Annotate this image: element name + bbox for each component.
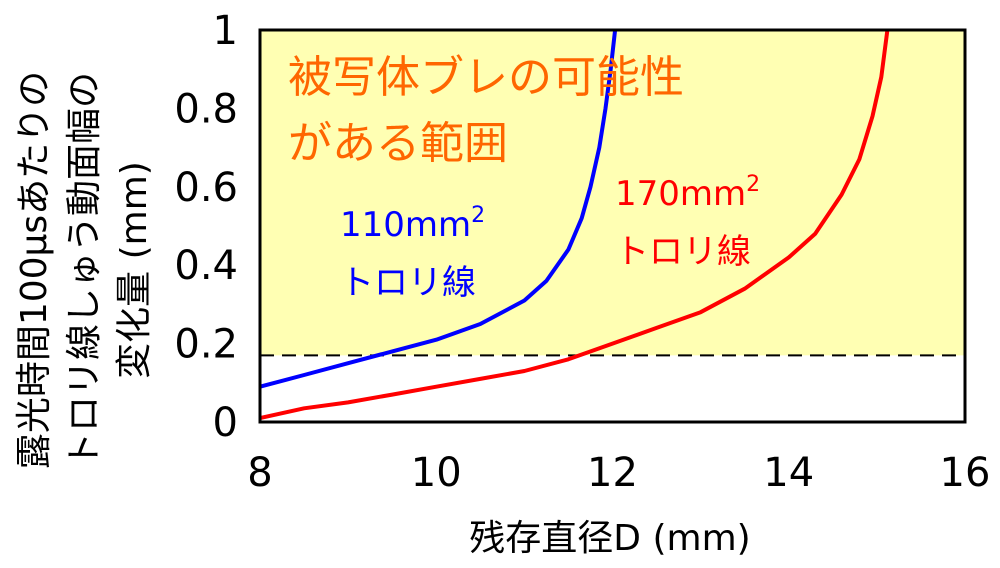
y-tick-label: 0.6	[174, 165, 238, 211]
x-tick-label: 12	[587, 450, 638, 496]
series-label-110-line-1: 110mm2	[340, 203, 485, 245]
region-label: 被写体ブレの可能性 がある範囲	[288, 52, 684, 169]
series-label-110-line-2: トロリ線	[340, 263, 476, 303]
y-axis-title-line-2: トロリ線しゅう動面幅の	[64, 72, 105, 468]
x-tick-label: 16	[940, 450, 991, 496]
y-tick-label: 0.2	[174, 322, 238, 368]
y-tick-label: 0	[213, 400, 238, 446]
y-tick-label: 0.8	[174, 86, 238, 132]
x-tick-label: 14	[763, 450, 814, 496]
series-label-170-line-2: トロリ線	[615, 232, 751, 272]
x-tick-label: 8	[247, 450, 272, 496]
series-label-170: 170mm2 トロリ線	[615, 172, 760, 272]
y-tick-label: 0.4	[174, 243, 238, 289]
series-line-170	[259, 29, 890, 421]
blur-possible-region	[260, 30, 965, 356]
region-label-line-2: がある範囲	[288, 118, 508, 169]
series-line-110	[259, 29, 618, 389]
y-axis-title: 露光時間100μsあたりの トロリ線しゅう動面幅の 変化量 (mm)	[14, 71, 155, 469]
series-label-170-line-1: 170mm2	[615, 172, 760, 214]
y-tick-label: 1	[213, 8, 238, 54]
y-axis-title-line-3: 変化量 (mm)	[114, 161, 155, 379]
plot-frame	[258, 28, 967, 424]
x-tick-labels: 8 10 12 14 16	[247, 450, 990, 496]
plot-area	[258, 28, 967, 424]
series-label-110: 110mm2 トロリ線	[340, 203, 485, 303]
series-layer	[259, 29, 890, 421]
y-axis-title-line-1: 露光時間100μsあたりの	[14, 71, 55, 469]
x-axis-title: 残存直径D (mm)	[469, 518, 750, 559]
y-tick-labels: 0 0.2 0.4 0.6 0.8 1	[174, 8, 238, 446]
x-tick-label: 10	[411, 450, 462, 496]
region-label-line-1: 被写体ブレの可能性	[288, 52, 684, 103]
